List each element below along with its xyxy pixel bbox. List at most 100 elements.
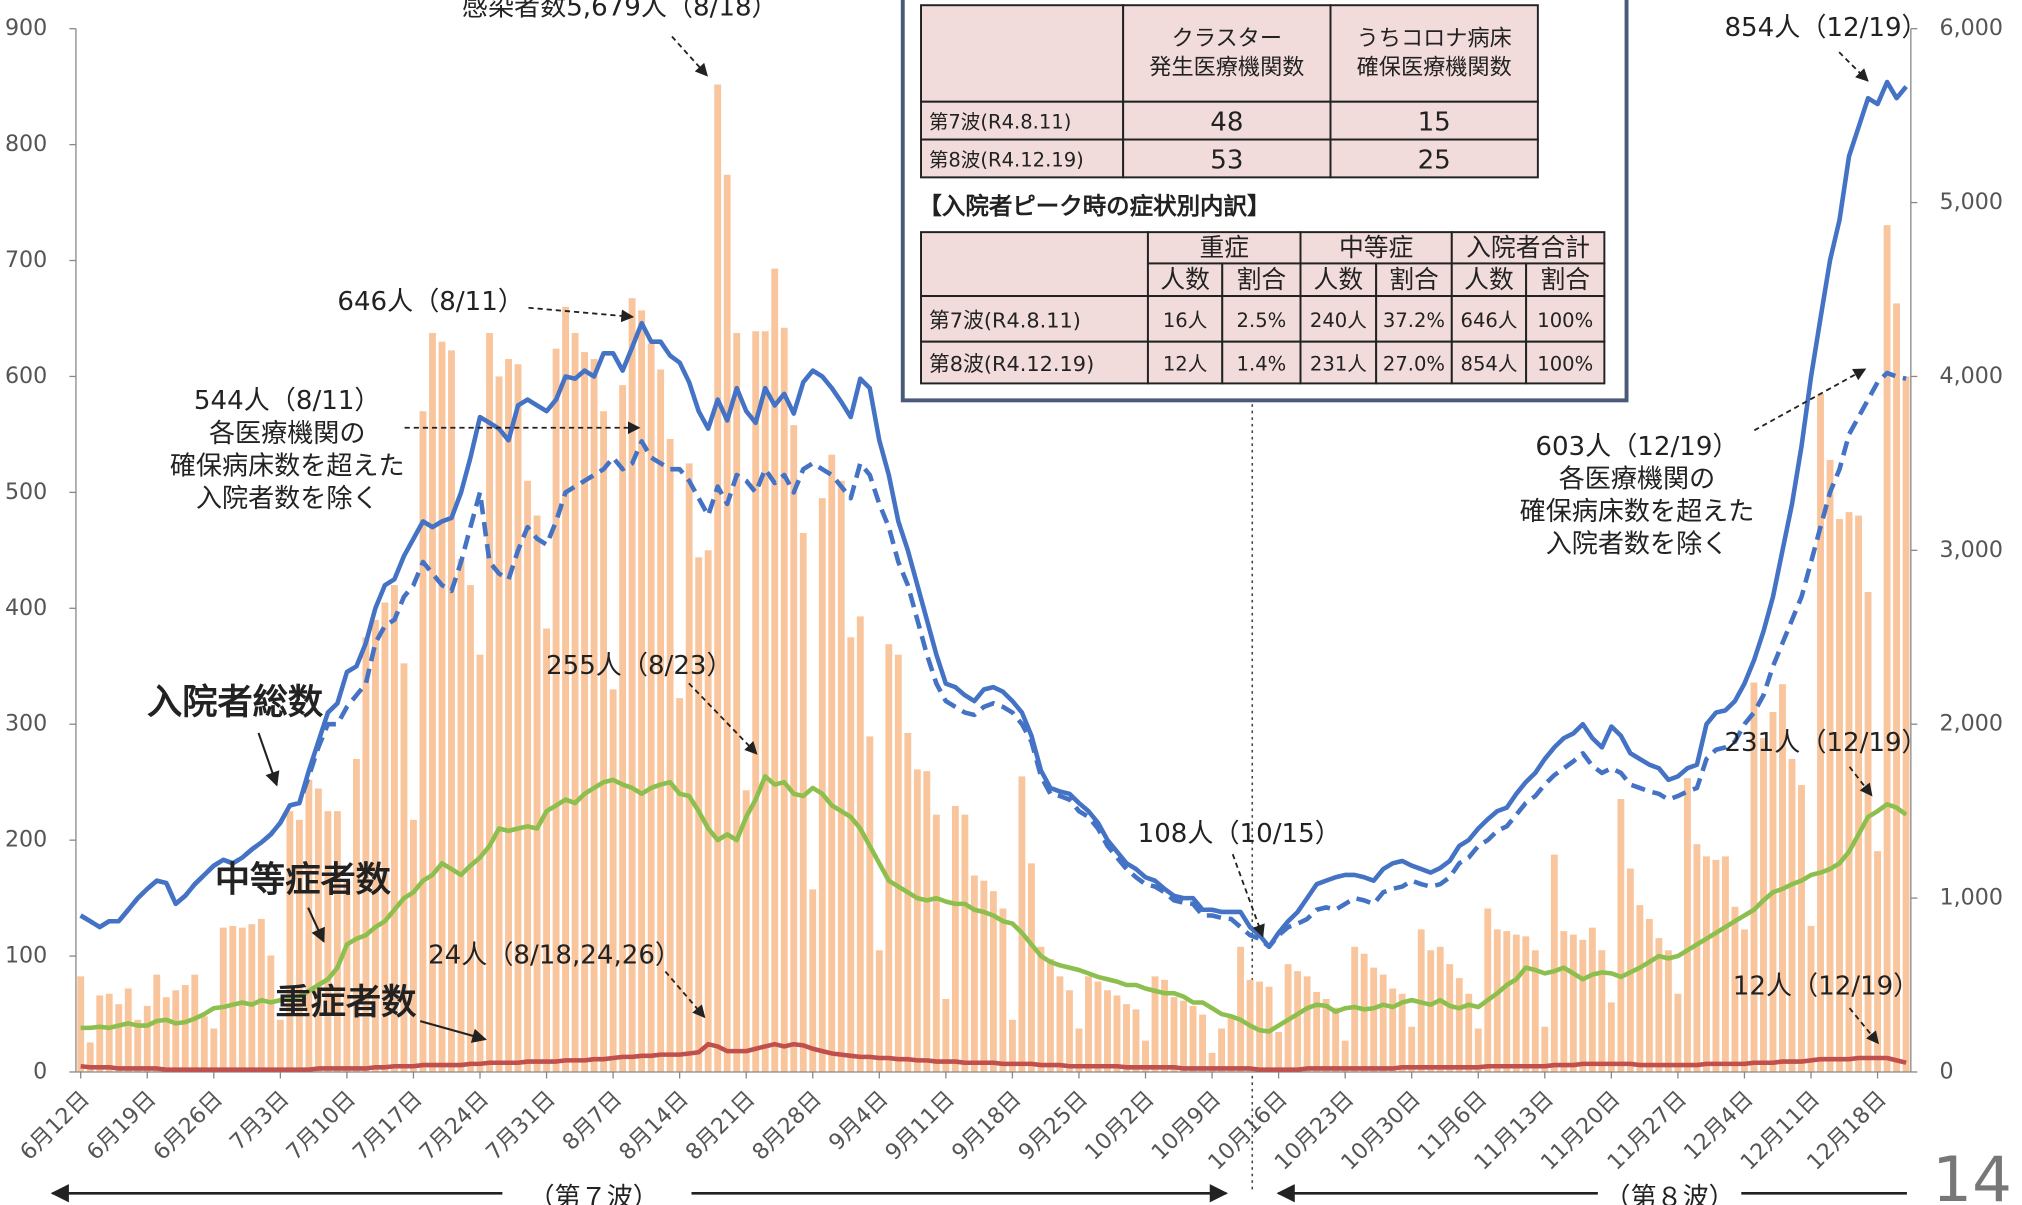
bar <box>1256 981 1264 1072</box>
table-cell <box>1450 340 1528 385</box>
y-tick-label: 100 <box>5 943 47 969</box>
y-tick-label: 500 <box>5 479 47 505</box>
bar <box>1579 939 1587 1072</box>
table-cell-text: 第8波(R4.12.19) <box>929 352 1094 376</box>
bar <box>638 310 646 1072</box>
bar <box>1484 908 1492 1072</box>
bar <box>761 331 769 1072</box>
table-cell <box>920 340 1149 385</box>
table-cell <box>920 295 1149 343</box>
table-cell-text: 12人 <box>1163 353 1207 376</box>
bar <box>467 585 474 1072</box>
bar <box>1883 225 1891 1072</box>
bar <box>1798 785 1805 1072</box>
bar <box>628 298 636 1072</box>
y2-tick-label: 5,000 <box>1940 189 2003 215</box>
bar <box>866 736 874 1072</box>
bar <box>438 341 446 1072</box>
bar <box>999 908 1007 1072</box>
annotation: 646人（8/11） <box>337 287 524 317</box>
bar <box>1123 1004 1130 1072</box>
x-tick-label: 9月18日 <box>947 1086 1027 1166</box>
bar <box>590 359 598 1072</box>
bar <box>847 637 855 1072</box>
bar <box>1208 1052 1216 1072</box>
bar <box>1237 946 1245 1072</box>
bar <box>162 997 170 1072</box>
table-cell <box>1122 138 1332 179</box>
bar <box>352 758 360 1072</box>
bar <box>875 950 883 1072</box>
table-cell-text: 646人 <box>1461 309 1518 332</box>
bar <box>1066 990 1073 1072</box>
wave-label: （第７波） <box>528 1183 658 1205</box>
bar <box>799 532 807 1072</box>
annotation: 確保病床数を超えた <box>170 451 405 481</box>
bar <box>1560 931 1568 1072</box>
x-tick-label: 6月12日 <box>15 1086 95 1166</box>
x-tick-label: 6月26日 <box>148 1086 228 1166</box>
x-tick-label: 8月14日 <box>614 1086 694 1166</box>
bar <box>951 805 959 1072</box>
annotation-arrow <box>528 306 635 323</box>
annotation-arrow <box>671 35 708 77</box>
bar <box>333 811 341 1072</box>
bar <box>733 332 741 1072</box>
table-cell <box>1329 4 1539 103</box>
bar <box>1531 950 1539 1072</box>
bar <box>115 1004 123 1072</box>
bar <box>1550 854 1558 1072</box>
annotation: 確保病床数を超えた <box>1520 497 1755 527</box>
bar <box>828 454 836 1072</box>
bar <box>267 955 275 1072</box>
table-group: 入院者合計 <box>1466 233 1590 262</box>
bar <box>581 352 589 1072</box>
bar <box>533 515 541 1072</box>
bar <box>276 1019 284 1072</box>
annotation: 544人（8/11） <box>194 386 381 416</box>
bar <box>752 331 760 1072</box>
bar <box>856 616 864 1072</box>
bar <box>248 924 256 1072</box>
bar <box>980 880 988 1072</box>
bar <box>1113 995 1121 1072</box>
annotation: 入院者数を除く <box>196 484 379 514</box>
table-cell-text: 15 <box>1418 108 1451 138</box>
bar <box>1760 738 1767 1072</box>
bar <box>1512 934 1520 1072</box>
bar <box>210 1028 218 1072</box>
table-cell <box>1525 340 1606 385</box>
bar <box>134 1019 142 1072</box>
bar <box>1817 393 1824 1072</box>
y2-tick-label: 0 <box>1940 1058 1954 1084</box>
bar <box>305 779 313 1072</box>
bar <box>429 332 436 1072</box>
table-cell <box>1375 262 1453 298</box>
annotation: 各医療機関の <box>1559 464 1715 494</box>
bar <box>790 425 798 1072</box>
bar <box>200 1016 208 1072</box>
table-cell <box>1146 295 1224 343</box>
bar <box>181 985 189 1072</box>
bar <box>1683 778 1691 1072</box>
bar <box>1398 993 1406 1072</box>
bar <box>1275 1031 1283 1072</box>
bar <box>391 585 398 1072</box>
annotation-arrow <box>688 682 758 755</box>
bar <box>562 306 569 1072</box>
y-tick-label: 200 <box>5 827 47 853</box>
bar <box>1104 990 1111 1072</box>
bar <box>1693 844 1701 1072</box>
table-header: うちコロナ病床 <box>1357 26 1512 52</box>
table-cell-text: 854人 <box>1461 353 1518 376</box>
bar <box>1018 776 1026 1072</box>
table-cell <box>1146 340 1224 385</box>
bar <box>676 698 684 1072</box>
bar <box>1741 929 1748 1072</box>
annotation: 108人（10/15） <box>1138 819 1341 849</box>
bar <box>609 689 617 1072</box>
bar <box>1170 997 1178 1072</box>
bar <box>1607 1002 1615 1072</box>
annotation-arrow <box>1838 51 1869 82</box>
